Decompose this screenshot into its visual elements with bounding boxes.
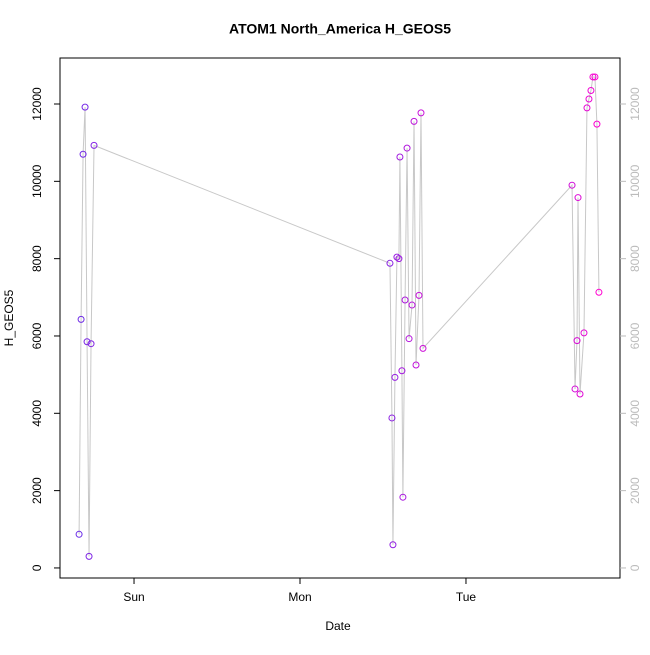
point [396,153,404,161]
y-tick-label: 2000 [30,477,44,504]
point [593,120,601,128]
point [403,144,411,152]
point [587,86,595,94]
point [573,337,581,345]
point [568,181,576,189]
y2-tick-label: 8000 [628,245,642,272]
point [571,385,579,393]
point [81,103,89,111]
y-tick-label: 8000 [30,245,44,272]
point [399,493,407,501]
point [75,530,83,538]
y2-tick-label: 12000 [628,87,642,121]
y-tick-label: 12000 [30,87,44,121]
y-axis-label: H_GEOS5 [2,289,16,346]
point [580,329,588,337]
point [576,390,584,398]
x-tick-label: Sun [123,590,144,604]
point [574,194,582,202]
y-tick-label: 4000 [30,400,44,427]
point [419,344,427,352]
y-tick-label: 10000 [30,164,44,198]
point [393,253,401,261]
point [591,73,599,81]
point [79,150,87,158]
point [388,414,396,422]
point [417,109,425,117]
point [87,340,95,348]
point [589,73,597,81]
point [389,541,397,549]
point [595,288,603,296]
point [398,367,406,375]
point [90,141,98,149]
point [85,552,93,560]
point [77,315,85,323]
point [415,291,423,299]
point [405,335,413,343]
point [395,255,403,263]
y-tick-label: 0 [30,564,44,571]
plot-frame [59,57,621,579]
y2-tick-label: 10000 [628,164,642,198]
point [585,95,593,103]
point [583,104,591,112]
x-tick-label: Mon [288,590,311,604]
y2-tick-label: 2000 [628,477,642,504]
point [83,338,91,346]
y-tick-label: 6000 [30,322,44,349]
point [391,373,399,381]
point [412,361,420,369]
point [408,301,416,309]
point [386,259,394,267]
chart-title: ATOM1 North_America H_GEOS5 [229,21,451,37]
connector-line [78,76,600,557]
point [410,117,418,125]
y2-tick-label: 0 [628,564,642,571]
x-tick-label: Tue [456,590,477,604]
x-axis-label: Date [325,619,351,633]
y2-tick-label: 6000 [628,322,642,349]
y2-tick-label: 4000 [628,400,642,427]
point [401,296,409,304]
